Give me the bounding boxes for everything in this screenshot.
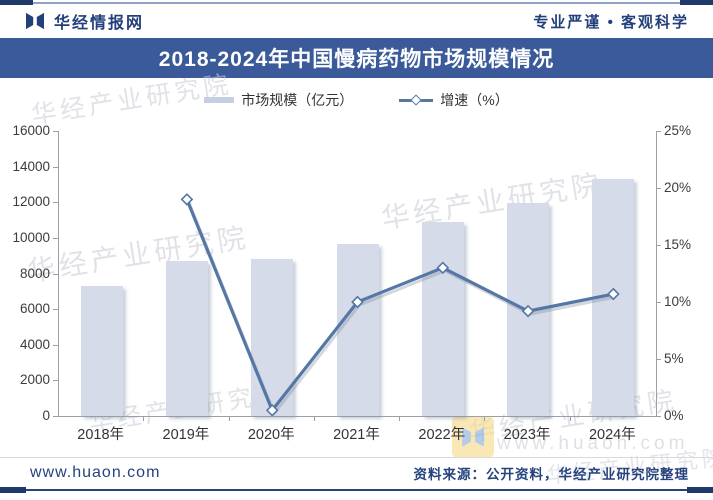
bottom-border-right-cap xyxy=(687,487,713,493)
left-axis-tick-label: 0 xyxy=(42,408,50,423)
x-axis-category-label: 2018年 xyxy=(77,427,125,443)
top-border xyxy=(0,0,713,5)
diamond-marker-icon xyxy=(410,94,422,106)
left-axis-tick-label: 12000 xyxy=(12,194,50,210)
left-axis-tick-label: 10000 xyxy=(12,229,50,245)
plot-area xyxy=(58,131,657,417)
left-axis-tick xyxy=(53,166,58,168)
left-axis-tick-label: 16000 xyxy=(12,123,50,138)
left-axis-tick xyxy=(53,309,58,311)
x-axis-tick xyxy=(484,417,486,421)
left-axis-tick xyxy=(53,202,58,204)
left-axis-tick-label: 8000 xyxy=(19,265,50,281)
legend: 市场规模（亿元） 增速（%） xyxy=(0,90,713,110)
right-axis-tick-label: 20% xyxy=(664,180,692,195)
right-axis-tick xyxy=(656,416,661,417)
x-axis-category-label: 2021年 xyxy=(333,427,380,443)
left-axis-tick xyxy=(53,237,58,239)
growth-rate-line xyxy=(180,193,620,417)
right-axis-tick-label: 10% xyxy=(664,294,692,309)
line-data-point xyxy=(436,261,450,275)
right-axis-tick-label: 15% xyxy=(664,237,692,252)
right-axis-tick-label: 5% xyxy=(664,351,684,366)
bar-legend-label: 市场规模（亿元） xyxy=(241,92,354,108)
line-data-point xyxy=(351,295,364,309)
left-axis-tick xyxy=(53,380,58,382)
x-axis-tick xyxy=(143,417,145,421)
top-border-left-cap xyxy=(0,0,33,5)
line-data-point xyxy=(265,403,279,417)
x-axis-category-label: 2019年 xyxy=(162,427,210,443)
x-axis-tick xyxy=(228,417,230,421)
brand: 华经情报网 xyxy=(24,9,144,33)
x-axis-category-label: 2022年 xyxy=(418,427,466,443)
x-axis-category-label: 2020年 xyxy=(247,427,295,443)
footer: www.huaon.com 资料来源：公开资料，华经产业研究院整理 xyxy=(0,457,713,488)
left-axis-tick-label: 4000 xyxy=(19,336,50,352)
market-size-bar xyxy=(165,261,208,416)
left-axis-tick-label: 14000 xyxy=(12,158,50,174)
line-data-point xyxy=(521,304,535,318)
bottom-border-left-cap xyxy=(0,487,26,493)
header-slogan: 专业严谨 • 客观科学 xyxy=(533,13,689,31)
market-size-bar xyxy=(251,259,294,416)
left-axis-tick xyxy=(53,131,58,132)
market-size-bar xyxy=(336,244,379,416)
right-axis-tick xyxy=(656,302,661,303)
bar-legend-swatch xyxy=(204,97,235,103)
x-axis-category-label: 2024年 xyxy=(588,427,636,443)
right-axis-tick xyxy=(656,131,661,132)
line-legend-label: 增速（%） xyxy=(440,92,509,108)
top-border-right-cap xyxy=(680,0,713,5)
line-legend-swatch xyxy=(399,94,434,106)
x-axis-tick xyxy=(313,417,315,421)
brand-name: 华经情报网 xyxy=(54,15,145,32)
left-axis-tick xyxy=(53,344,58,346)
x-axis-tick xyxy=(399,417,401,421)
right-axis-tick xyxy=(656,188,661,189)
source-note: 资料来源：公开资料，华经产业研究院整理 xyxy=(413,467,689,482)
legend-item-market-size: 市场规模（亿元） xyxy=(204,90,353,110)
left-axis-tick-label: 2000 xyxy=(19,372,50,388)
bottom-border xyxy=(0,487,713,493)
x-axis-category-label: 2023年 xyxy=(503,427,551,443)
right-axis-tick xyxy=(656,359,661,360)
market-size-bar xyxy=(421,221,464,416)
website-link[interactable]: www.huaon.com xyxy=(30,464,161,481)
header: 华经情报网 专业严谨 • 客观科学 xyxy=(0,4,713,38)
line-data-point xyxy=(180,193,194,206)
right-axis-tick-label: 25% xyxy=(664,123,692,138)
right-axis-tick xyxy=(656,245,661,246)
market-size-bar xyxy=(80,285,123,416)
x-axis-tick xyxy=(569,417,571,421)
legend-item-growth-rate: 增速（%） xyxy=(399,90,509,110)
left-axis-tick xyxy=(53,273,58,275)
line-data-point xyxy=(607,287,620,301)
huajing-logo-icon xyxy=(24,12,46,30)
left-axis-tick-label: 6000 xyxy=(19,301,50,317)
left-axis-tick xyxy=(53,416,58,417)
right-axis-tick-label: 0% xyxy=(664,408,684,423)
chart-title: 2018-2024年中国慢病药物市场规模情况 xyxy=(0,38,713,78)
